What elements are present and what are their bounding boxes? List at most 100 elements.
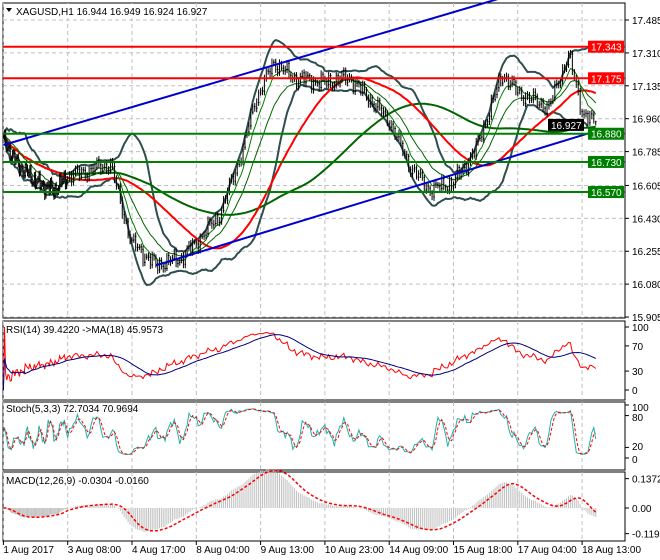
- candle: [524, 92, 527, 108]
- candle: [250, 108, 252, 130]
- candle: [205, 229, 207, 240]
- candle: [371, 94, 373, 108]
- candle: [17, 153, 20, 168]
- candle: [203, 231, 205, 240]
- candle: [552, 95, 554, 105]
- candle: [109, 158, 112, 174]
- candle: [540, 97, 542, 109]
- candle: [123, 210, 126, 224]
- candle: [579, 87, 581, 115]
- candle: [571, 50, 574, 76]
- rsi-tick-label: 30: [632, 367, 644, 378]
- channel-lower-line: [155, 129, 600, 267]
- candle: [361, 80, 364, 97]
- candle: [450, 176, 453, 192]
- price-tick-label: 16.960: [632, 115, 660, 126]
- candle: [269, 67, 271, 78]
- candle: [29, 164, 31, 179]
- time-tick-label: 17 Aug 04:00: [518, 545, 577, 556]
- candle: [76, 164, 79, 174]
- candle: [19, 164, 22, 176]
- candle: [84, 166, 87, 181]
- candle: [14, 149, 16, 167]
- candle: [214, 212, 217, 227]
- candle: [127, 217, 129, 239]
- candle: [234, 169, 237, 186]
- candle: [583, 109, 585, 119]
- candle: [367, 94, 370, 108]
- candle: [335, 72, 338, 89]
- candle: [86, 172, 88, 183]
- candle: [121, 196, 124, 219]
- candle: [331, 82, 334, 91]
- candle: [259, 88, 262, 96]
- candle: [34, 171, 37, 190]
- candle: [252, 104, 254, 115]
- candle: [30, 164, 32, 184]
- macd-tick-label: -0.1198: [632, 530, 660, 541]
- candle: [509, 80, 512, 91]
- candle: [7, 144, 9, 152]
- candle: [538, 100, 541, 109]
- candle: [427, 182, 429, 193]
- candle: [577, 80, 580, 96]
- chart-title: XAGUSD,H1 16.944 16.949 16.924 16.927: [16, 7, 208, 18]
- candle: [255, 98, 258, 113]
- candle: [193, 239, 196, 245]
- candle: [484, 120, 487, 129]
- level-label: 16.570: [591, 188, 622, 199]
- candle: [27, 169, 30, 178]
- candle: [100, 160, 102, 175]
- time-tick-label: 1 Aug 2017: [3, 545, 54, 556]
- candle: [37, 176, 39, 185]
- candle: [153, 252, 155, 261]
- stoch-tick-label: 100: [632, 403, 649, 414]
- candle: [377, 96, 379, 111]
- candle: [482, 120, 485, 144]
- price-tick-label: 15.905: [632, 313, 660, 324]
- candle: [60, 172, 62, 188]
- candle: [320, 70, 322, 92]
- candle: [518, 85, 521, 95]
- candle: [454, 173, 457, 189]
- candle: [53, 186, 55, 200]
- candle: [546, 101, 548, 117]
- candle: [282, 64, 285, 75]
- stoch-signal-line: [2, 408, 596, 455]
- candle: [369, 93, 372, 108]
- candle: [318, 79, 321, 92]
- candle: [188, 240, 190, 252]
- candle: [473, 149, 476, 159]
- candle: [567, 50, 570, 68]
- candle: [346, 74, 349, 87]
- price-tick-label: 16.785: [632, 148, 660, 159]
- candle: [585, 109, 587, 118]
- panel-frame-0: [2, 2, 626, 319]
- candle: [363, 81, 366, 93]
- candle: [295, 72, 298, 90]
- stoch-main-line: [2, 408, 597, 456]
- candle: [23, 169, 25, 180]
- candle: [177, 258, 179, 268]
- candle: [419, 168, 422, 179]
- candle: [417, 170, 420, 181]
- dropdown-triangle-icon: [6, 8, 12, 12]
- candle: [33, 172, 36, 187]
- price-tick-label: 16.080: [632, 280, 660, 291]
- candle: [515, 79, 517, 96]
- candle: [297, 77, 300, 91]
- candle: [220, 206, 223, 225]
- channel-upper-line: [3, 0, 499, 146]
- candle: [175, 247, 177, 268]
- candle: [253, 102, 256, 112]
- time-tick-label: 18 Aug 13:00: [582, 545, 641, 556]
- candle: [530, 96, 533, 104]
- level-label: 17.175: [591, 74, 622, 85]
- candle: [471, 148, 474, 160]
- candle: [559, 77, 562, 89]
- candle: [55, 181, 58, 196]
- candle: [131, 236, 133, 244]
- candle: [224, 194, 227, 204]
- level-label-bg: [588, 72, 624, 85]
